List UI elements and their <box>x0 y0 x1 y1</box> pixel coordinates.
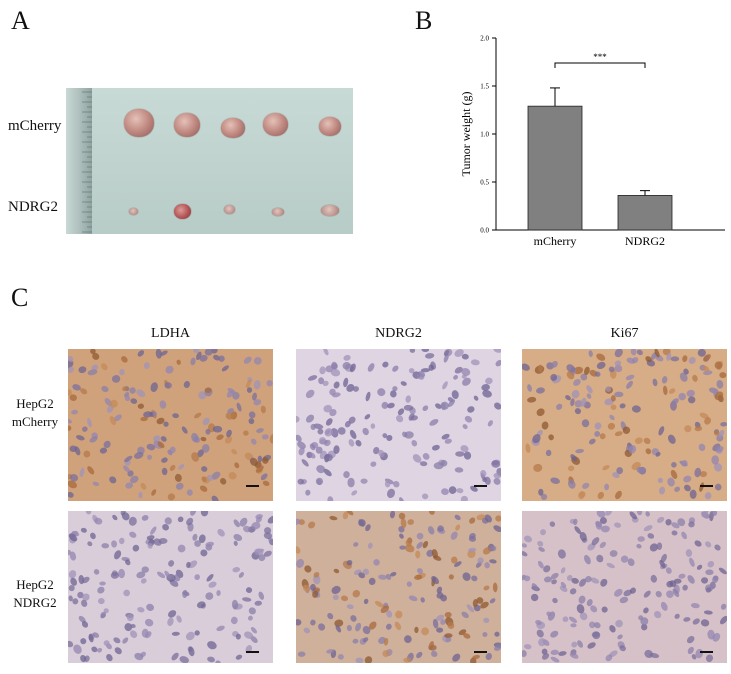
scale-bar <box>246 485 259 487</box>
micrograph-ki67-ndrg2 <box>522 511 727 663</box>
row-label-hepg2-mcherry: HepG2 mCherry <box>0 395 70 431</box>
scale-bar <box>474 485 487 487</box>
micrograph-ndrg2-mcherry <box>296 349 501 501</box>
tumor-mcherry-5 <box>319 117 341 136</box>
tumor-ndrg2-1 <box>129 208 138 215</box>
panel-c-letter: C <box>11 283 29 312</box>
tumor-mcherry-1 <box>124 109 154 137</box>
tumor-ndrg2-3 <box>224 205 235 214</box>
row-label-ndrg2: NDRG2 <box>8 199 59 215</box>
panel-b-letter: B <box>415 6 433 35</box>
tumor-weight-chart: 0.0 0.5 1.0 1.5 2.0 Tumor weight (g) mCherry ND… <box>459 35 725 248</box>
scale-bar <box>474 651 487 653</box>
bar-ndrg2 <box>617 195 673 231</box>
y-axis-label: Tumor weight (g) <box>459 92 473 177</box>
row-label-line2: NDRG2 <box>13 595 57 610</box>
scale-bar <box>246 651 259 653</box>
ruler-image <box>66 88 92 234</box>
tumor-photograph <box>66 88 353 234</box>
row-label-mcherry: mCherry <box>8 118 62 134</box>
y-tick-label: 1.0 <box>480 131 489 139</box>
y-tick-label: 1.5 <box>480 83 489 91</box>
y-tick-label: 2.0 <box>480 35 489 43</box>
micrograph-ki67-mcherry <box>522 349 727 501</box>
y-tick-label: 0.0 <box>480 227 489 235</box>
tumor-mcherry-4 <box>263 113 288 136</box>
tumor-mcherry-2 <box>174 113 200 137</box>
x-tick-label-ndrg2: NDRG2 <box>625 234 665 248</box>
tumor-mcherry-3 <box>221 118 245 138</box>
panel-a-letter: A <box>11 6 30 35</box>
row-label-line1: HepG2 <box>16 577 54 592</box>
micrograph-ndrg2-ndrg2 <box>296 511 501 663</box>
column-title-ndrg2: NDRG2 <box>375 326 422 341</box>
micrograph-ldha-mcherry <box>68 349 273 501</box>
tumor-ndrg2-2 <box>174 204 191 219</box>
scale-bar <box>700 485 713 487</box>
micrograph-ldha-ndrg2 <box>68 511 273 663</box>
row-label-line2: mCherry <box>11 414 59 429</box>
tumor-ndrg2-5 <box>321 205 339 216</box>
column-title-ki67: Ki67 <box>610 326 639 341</box>
x-tick-label-mcherry: mCherry <box>534 234 577 248</box>
scale-bar <box>700 651 713 653</box>
bar-mcherry <box>527 105 583 231</box>
tumor-ndrg2-4 <box>272 208 284 216</box>
row-label-line1: HepG2 <box>16 396 54 411</box>
y-tick-label: 0.5 <box>480 179 489 187</box>
column-title-ldha: LDHA <box>151 326 190 341</box>
row-label-hepg2-ndrg2: HepG2 NDRG2 <box>0 576 70 612</box>
significance-bracket <box>554 62 646 68</box>
significance-stars: *** <box>593 52 607 62</box>
